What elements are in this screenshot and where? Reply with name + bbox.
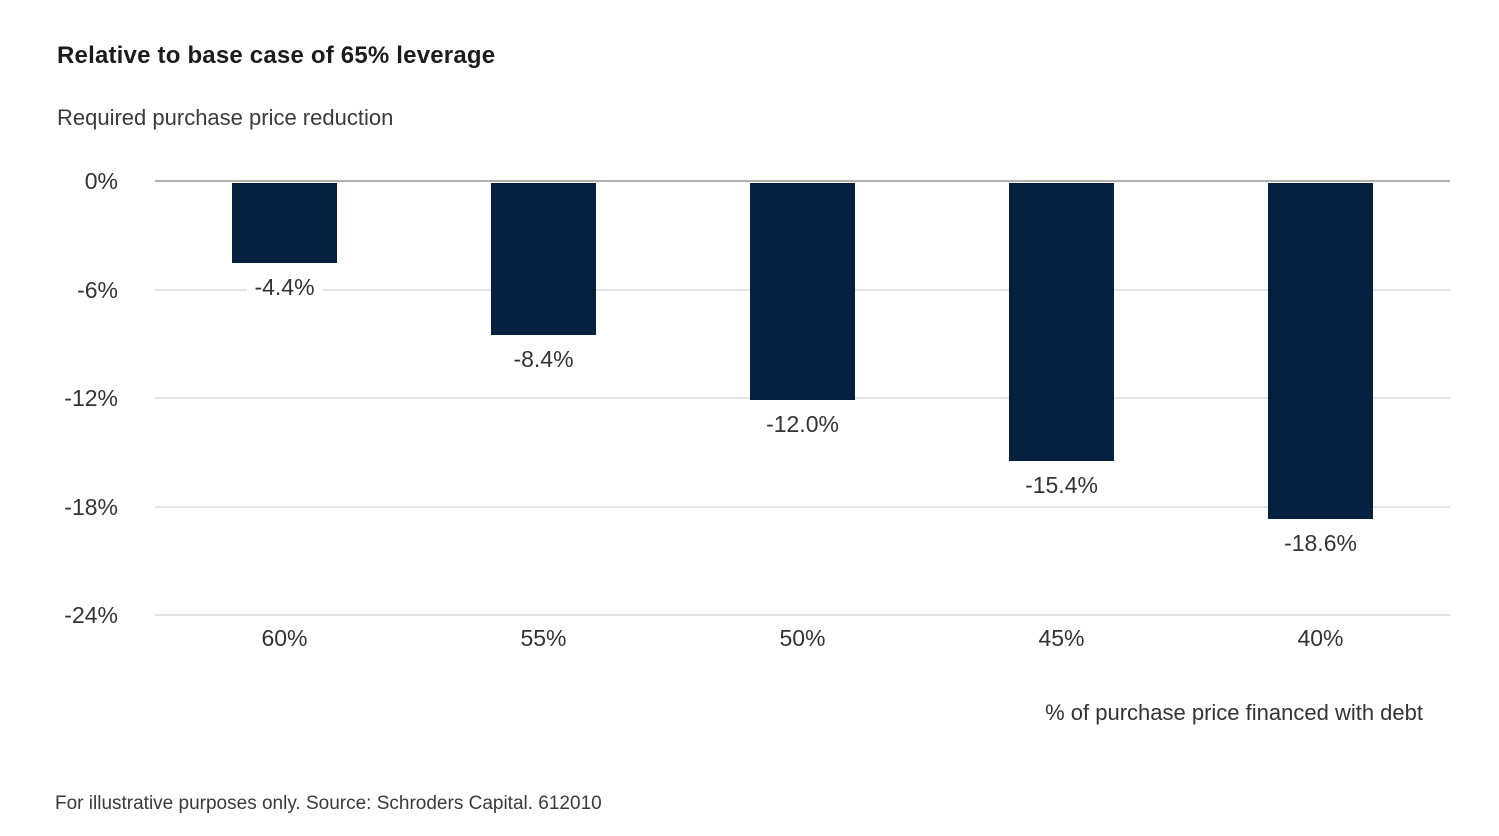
- bar-value-label: -18.6%: [1276, 529, 1365, 559]
- y-axis-ticks: 0% -6% -12% -18% -24%: [0, 168, 118, 628]
- y-tick-label: -6%: [77, 276, 118, 303]
- zero-gridline: [155, 180, 1450, 182]
- bar-value-label: -4.4%: [246, 272, 323, 302]
- bar-value-label: -12.0%: [758, 410, 847, 439]
- x-tick-label: 45%: [1038, 625, 1085, 651]
- plot-area: -4.4% -8.4% -12.0% -15.4% -18.6%: [155, 180, 1450, 616]
- x-tick-label: 55%: [520, 625, 567, 651]
- y-tick-label: -18%: [64, 493, 118, 520]
- y-tick-label: 0%: [84, 168, 118, 194]
- x-tick-label: 50%: [779, 625, 826, 651]
- x-tick-label: 40%: [1297, 625, 1344, 651]
- source-note: For illustrative purposes only. Source: …: [55, 793, 602, 814]
- bar-50%: [750, 183, 855, 400]
- bar-40%: [1268, 183, 1373, 520]
- gridline: [155, 505, 1450, 508]
- y-tick-label: -12%: [64, 385, 118, 411]
- bar-value-label: -8.4%: [505, 344, 582, 374]
- x-axis-ticks: 60% 55% 50% 45% 40%: [155, 625, 1450, 655]
- x-tick-label: 60%: [261, 625, 308, 651]
- bar-value-label: -15.4%: [1017, 471, 1106, 501]
- chart-subtitle: Required purchase price reduction: [57, 105, 394, 130]
- bar-60%: [232, 183, 337, 263]
- bar-55%: [491, 183, 596, 335]
- gridline: [155, 614, 1450, 616]
- y-tick-label: -24%: [64, 602, 118, 628]
- x-axis-title: % of purchase price financed with debt: [1045, 700, 1423, 725]
- bar-45%: [1009, 183, 1114, 462]
- chart-title: Relative to base case of 65% leverage: [57, 42, 496, 69]
